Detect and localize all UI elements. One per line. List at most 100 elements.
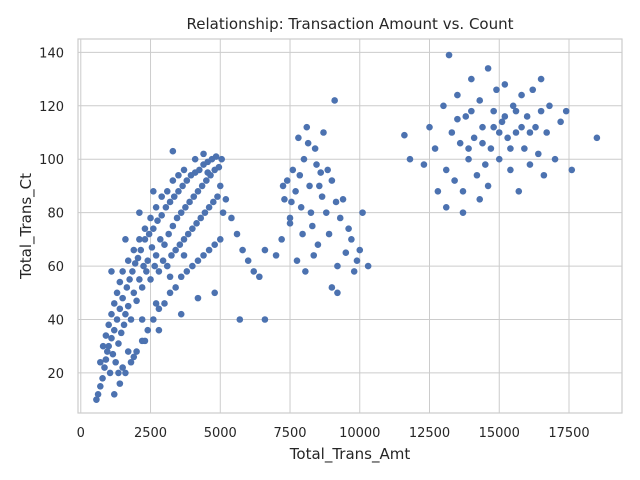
data-point (459, 187, 467, 195)
data-point (518, 91, 525, 99)
data-point (434, 187, 442, 195)
data-point (200, 150, 207, 158)
data-point (222, 195, 230, 203)
tick-labels: 0 2500 5000 7500 10000 12500 15000 17500 20 40 60 8… (39, 46, 590, 441)
data-point (216, 236, 224, 243)
data-point (297, 204, 305, 211)
data-point (476, 97, 484, 104)
data-point (102, 332, 110, 339)
data-point (215, 163, 223, 171)
data-point (286, 214, 294, 222)
data-point (133, 348, 140, 355)
data-point (194, 294, 202, 302)
data-point (177, 209, 185, 216)
data-point (272, 252, 280, 259)
data-point (334, 262, 341, 270)
data-point (194, 187, 202, 195)
data-point (140, 262, 147, 270)
data-point (406, 155, 414, 163)
y-tick-label: 140 (39, 46, 64, 61)
data-point (152, 300, 160, 307)
data-point (159, 257, 167, 265)
data-point (123, 284, 131, 291)
data-point (523, 113, 531, 120)
x-tick-label: 5000 (204, 426, 237, 441)
data-point (183, 268, 191, 275)
data-point (203, 177, 210, 184)
data-point (180, 166, 188, 174)
data-point (317, 169, 325, 176)
data-point (161, 241, 168, 248)
data-point (113, 289, 121, 297)
data-point (342, 249, 350, 257)
data-point (476, 195, 484, 203)
y-tick-label: 80 (47, 207, 64, 222)
data-point (115, 340, 122, 347)
data-point (144, 326, 152, 334)
data-point (158, 212, 165, 219)
data-point (440, 102, 447, 110)
data-point (113, 316, 121, 323)
data-point (166, 273, 174, 281)
data-point (314, 241, 322, 248)
data-point (532, 123, 539, 131)
data-point (456, 139, 464, 147)
data-point (431, 145, 439, 152)
data-point (286, 220, 294, 227)
data-point (451, 177, 458, 184)
data-point (122, 369, 129, 377)
y-tick-label: 20 (47, 367, 64, 382)
data-point (151, 262, 159, 270)
data-point (470, 134, 478, 142)
data-point (512, 107, 520, 115)
data-point (176, 241, 184, 248)
data-point (204, 169, 212, 176)
data-point (303, 123, 311, 131)
data-point (148, 244, 156, 251)
data-point (256, 273, 263, 281)
data-point (219, 209, 227, 216)
data-point (116, 380, 124, 387)
data-point (473, 171, 481, 179)
data-point (320, 129, 327, 136)
data-point (551, 155, 559, 163)
data-point (130, 353, 138, 361)
data-point (331, 97, 338, 104)
data-point (116, 305, 124, 313)
data-point (339, 195, 347, 203)
data-point (124, 257, 132, 265)
data-point (172, 284, 179, 291)
data-point (166, 289, 174, 297)
data-point (120, 321, 128, 329)
data-point (307, 209, 315, 216)
data-point (310, 252, 318, 259)
data-point (169, 177, 177, 184)
x-tick-label: 15000 (479, 426, 520, 441)
data-point (311, 145, 319, 152)
data-point (126, 276, 133, 283)
data-point (468, 107, 475, 115)
data-point (529, 86, 537, 94)
data-point (138, 284, 146, 291)
data-point (122, 236, 129, 243)
data-point (177, 310, 185, 318)
data-point (136, 276, 143, 283)
data-point (93, 396, 100, 403)
data-point (175, 187, 182, 195)
data-point (322, 209, 330, 216)
data-point (161, 300, 168, 307)
data-point (501, 81, 509, 88)
data-point (318, 193, 326, 200)
data-point (170, 193, 178, 200)
data-point (130, 289, 138, 297)
data-point (278, 236, 285, 243)
data-point (353, 257, 361, 265)
data-point (279, 182, 287, 190)
data-point (186, 198, 193, 206)
data-point (184, 230, 192, 238)
data-point (136, 236, 143, 243)
data-point (130, 246, 138, 254)
data-point (180, 236, 188, 243)
data-point (105, 321, 112, 329)
